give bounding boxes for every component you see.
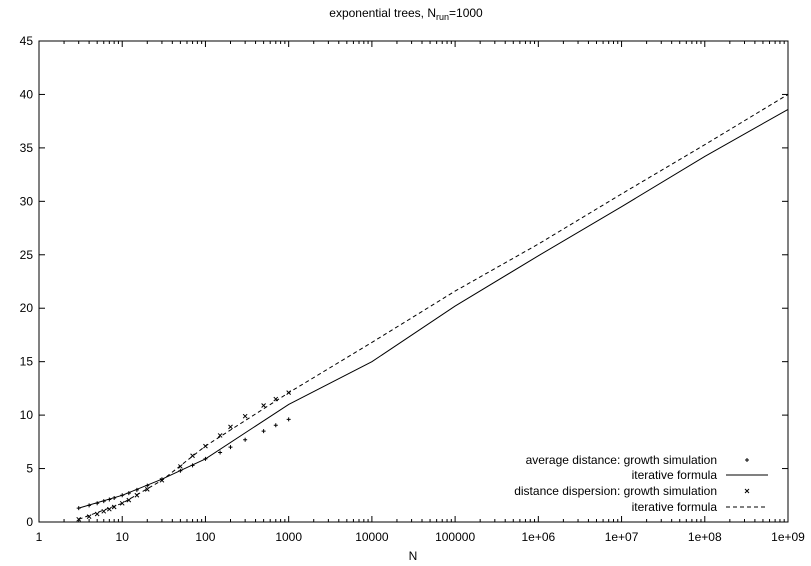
x-tick-label: 1e+06 (521, 530, 555, 544)
point-cross (119, 500, 125, 506)
point-plus (228, 445, 233, 450)
plot-frame (38, 40, 789, 523)
x-tick-label: 1e+08 (688, 530, 722, 544)
point-plus (218, 450, 223, 455)
axis-ticks: 0 5 10 15 20 25 30 35 40 45 1 10 100 1000 10000 100000 1… (20, 34, 806, 544)
y-tick-label: 0 (26, 515, 33, 529)
legend-label: average distance: growth simulation (526, 453, 717, 467)
legend-label: distance dispersion: growth simulation (514, 484, 717, 498)
point-cross (106, 506, 112, 512)
x-axis-label: N (409, 549, 418, 563)
x-tick-label: 1 (36, 530, 43, 544)
x-tick-label: 10000 (355, 530, 389, 544)
x-tick-label: 100000 (435, 530, 475, 544)
y-tick-label: 40 (20, 87, 34, 101)
point-cross (228, 424, 233, 430)
y-tick-label: 35 (20, 141, 34, 155)
point-cross (126, 497, 132, 503)
series-layer (76, 93, 789, 522)
legend-marker-plus (745, 458, 749, 462)
point-cross (101, 508, 107, 514)
legend-label: iterative formula (632, 468, 718, 482)
legend-label: iterative formula (632, 500, 718, 514)
y-tick-label: 5 (26, 462, 33, 476)
x-tick-label: 100 (195, 530, 215, 544)
point-plus (243, 437, 248, 442)
point-cross (178, 464, 183, 469)
y-tick-label: 20 (20, 301, 34, 315)
y-tick-label: 45 (20, 34, 34, 48)
point-plus (261, 429, 266, 434)
legend-marker-cross (744, 488, 750, 494)
point-cross (76, 516, 82, 522)
x-tick-label: 1e+07 (605, 530, 639, 544)
point-cross (261, 403, 266, 408)
y-tick-label: 25 (20, 248, 34, 262)
y-tick-label: 10 (20, 408, 34, 422)
y-tick-label: 30 (20, 194, 34, 208)
point-cross (144, 487, 150, 492)
x-tick-label: 1e+09 (771, 530, 805, 544)
x-tick-label: 1000 (275, 530, 302, 544)
point-cross (217, 433, 223, 438)
point-cross (242, 413, 248, 419)
series-line-3 (78, 93, 789, 520)
point-cross (111, 504, 117, 510)
point-plus (273, 423, 278, 428)
series-line-1 (78, 108, 789, 509)
x-tick-label: 10 (116, 530, 130, 544)
point-cross (86, 514, 92, 520)
legend: average distance: growth simulationitera… (514, 453, 768, 514)
point-plus (286, 417, 291, 422)
chart-title: exponential trees, Nrun=1000 (329, 6, 483, 22)
point-cross (94, 511, 100, 517)
y-tick-label: 15 (20, 355, 34, 369)
